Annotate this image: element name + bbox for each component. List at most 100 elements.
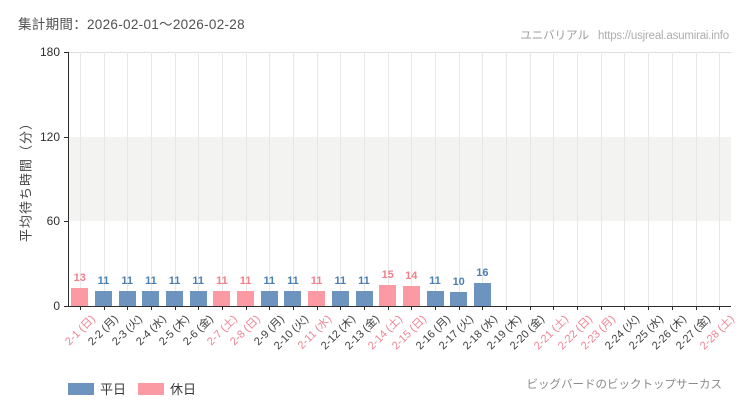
bar-value-label: 11 xyxy=(263,274,276,287)
gridline-day xyxy=(221,52,223,306)
gridline-day xyxy=(269,52,271,306)
bar-value-label: 11 xyxy=(168,274,181,287)
bar-2-1[interactable] xyxy=(71,287,89,306)
gridline-day xyxy=(387,52,389,306)
legend-item-weekday[interactable]: 平日 xyxy=(68,379,126,398)
bar-2-17[interactable] xyxy=(450,291,468,306)
y-axis-tick xyxy=(64,221,68,223)
bar-2-16[interactable] xyxy=(426,290,444,306)
x-axis-tick xyxy=(387,306,389,310)
gridline-day xyxy=(458,52,460,306)
bar-value-label: 11 xyxy=(287,274,299,287)
legend-label-holiday: 休日 xyxy=(170,382,197,397)
y-tick-label: 180 xyxy=(39,45,60,59)
x-axis-tick xyxy=(482,306,484,310)
x-axis-tick xyxy=(577,306,579,310)
x-axis-tick xyxy=(127,306,129,310)
bar-value-label: 11 xyxy=(145,274,157,287)
bar-2-11[interactable] xyxy=(308,290,326,306)
gridline-day xyxy=(292,52,294,306)
bar-value-label: 11 xyxy=(334,274,347,287)
x-axis-tick xyxy=(292,306,294,310)
gridline-day xyxy=(245,52,247,306)
x-axis-tick xyxy=(198,306,200,310)
x-axis-tick xyxy=(316,306,318,310)
bar-2-7[interactable] xyxy=(213,290,231,306)
x-axis-tick xyxy=(506,306,508,310)
bar-value-label: 11 xyxy=(429,274,441,287)
x-axis-tick xyxy=(340,306,342,310)
y-tick-label: 60 xyxy=(46,214,60,229)
x-axis-tick xyxy=(458,306,460,310)
bar-2-6[interactable] xyxy=(189,290,207,306)
gridline-day xyxy=(340,52,342,306)
site-name: ユニバリアル xyxy=(520,30,590,42)
x-axis-tick xyxy=(245,306,247,310)
gridline-day xyxy=(695,52,697,306)
gridline-day xyxy=(600,52,602,306)
x-axis-tick xyxy=(671,306,673,310)
bar-value-label: 10 xyxy=(452,275,465,288)
gridline-day xyxy=(150,52,152,306)
bar-value-label: 15 xyxy=(381,268,394,281)
x-axis-tick xyxy=(150,306,152,310)
bar-2-10[interactable] xyxy=(284,290,302,306)
chart-legend: 平日 休日 xyxy=(68,379,196,398)
x-axis-tick xyxy=(221,306,223,310)
gridline-day xyxy=(624,52,626,306)
gridline-day xyxy=(103,52,105,306)
gridline-day xyxy=(529,52,531,306)
aggregation-period-title: 集計期間：2026-02-01～2026-02-28 xyxy=(18,17,245,32)
gridline-day xyxy=(174,52,176,306)
highlight-band-60-120 xyxy=(68,136,731,222)
x-axis-tick xyxy=(435,306,436,310)
gridline-day xyxy=(506,52,508,306)
holiday-color-swatch xyxy=(138,382,165,395)
bar-value-label: 11 xyxy=(358,274,370,287)
gridline-day xyxy=(648,52,650,306)
legend-item-holiday[interactable]: 休日 xyxy=(138,379,196,398)
x-axis-tick xyxy=(411,306,413,310)
bar-value-label: 13 xyxy=(73,271,86,284)
x-axis-tick xyxy=(174,306,176,310)
gridline-day xyxy=(79,52,81,306)
bar-value-label: 11 xyxy=(216,274,228,287)
gridline-day xyxy=(198,52,200,306)
bar-2-15[interactable] xyxy=(402,286,420,306)
x-axis-tick xyxy=(600,306,602,310)
site-url: https://usjreal.asumirai.info xyxy=(598,30,729,42)
bar-2-8[interactable] xyxy=(237,290,255,306)
bar-2-4[interactable] xyxy=(142,290,160,306)
gridline-day xyxy=(435,52,436,306)
legend-label-weekday: 平日 xyxy=(100,382,127,397)
x-axis-tick xyxy=(648,306,650,310)
x-axis-tick xyxy=(103,306,105,310)
x-axis-line xyxy=(68,306,731,307)
bar-value-label: 11 xyxy=(97,274,110,287)
x-axis-tick xyxy=(695,306,697,310)
bar-2-14[interactable] xyxy=(379,284,397,306)
y-tick-label: 120 xyxy=(39,129,60,144)
bar-2-9[interactable] xyxy=(260,290,278,306)
bar-2-2[interactable] xyxy=(95,290,112,306)
gridline-day xyxy=(127,52,129,306)
x-axis-tick xyxy=(269,306,271,310)
y-axis-tick xyxy=(64,52,68,53)
x-axis-tick xyxy=(624,306,626,310)
y-tick-label: 0 xyxy=(53,299,60,313)
gridline-day xyxy=(411,52,413,306)
x-axis-tick xyxy=(529,306,531,310)
x-axis-tick xyxy=(79,306,81,310)
bar-2-5[interactable] xyxy=(166,290,184,306)
x-axis-tick xyxy=(553,306,555,310)
bar-2-12[interactable] xyxy=(331,290,349,306)
bar-2-18[interactable] xyxy=(473,283,491,306)
y-axis-line xyxy=(68,52,69,306)
x-axis-tick xyxy=(364,306,365,310)
y-axis-tick xyxy=(64,136,68,138)
bar-2-3[interactable] xyxy=(118,290,136,306)
bar-value-label: 11 xyxy=(121,274,133,287)
bar-2-13[interactable] xyxy=(355,290,373,306)
gridline-day xyxy=(482,52,484,306)
gridline-day xyxy=(671,52,673,306)
